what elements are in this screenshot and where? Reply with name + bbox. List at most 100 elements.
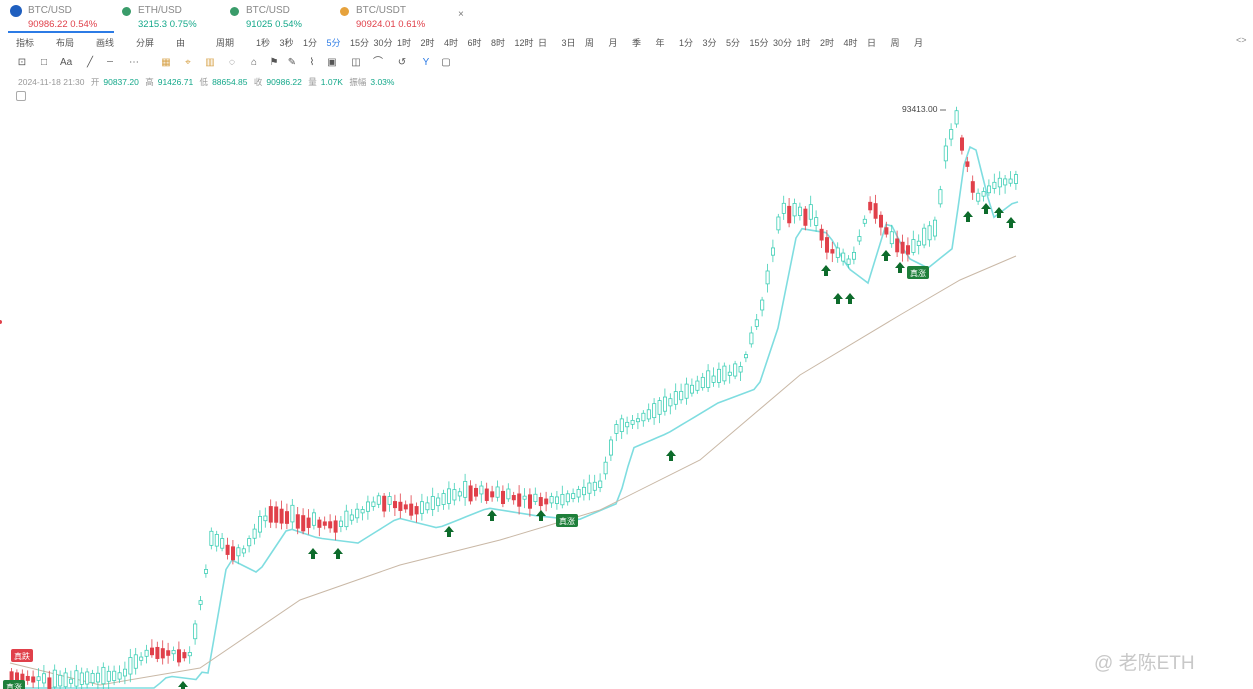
settings-icon[interactable]	[16, 91, 26, 101]
interval-button[interactable]: 8时	[491, 38, 506, 48]
candle	[949, 129, 954, 140]
interval-button[interactable]: 布局	[56, 38, 75, 48]
code-icon[interactable]: <>	[1236, 35, 1247, 45]
interval-button[interactable]: 1分	[303, 38, 318, 48]
ohlc-amp: 3.03%	[370, 77, 395, 87]
interval-button[interactable]: 12时	[514, 38, 534, 48]
tab-btcusd[interactable]: BTC/USD 90986.22 0.54%	[8, 3, 114, 33]
candle	[938, 189, 943, 205]
ohlc-low: 88654.85	[212, 77, 248, 87]
candle	[425, 502, 430, 511]
drawing-tool-icon[interactable]: ▥	[205, 57, 215, 68]
ohlc-vol-label: 量	[308, 77, 317, 87]
interval-button[interactable]: 指标	[16, 38, 35, 48]
interval-button[interactable]: 15分	[749, 38, 769, 48]
interval-button[interactable]: 6时	[467, 38, 482, 48]
interval-button[interactable]: 3日	[561, 38, 576, 48]
drawing-tool-icon[interactable]: ╱	[86, 57, 94, 68]
interval-button[interactable]: 1秒	[256, 38, 271, 48]
interval-button[interactable]: 1时	[397, 38, 412, 48]
drawing-tool-icon[interactable]: ✎	[287, 57, 297, 68]
candle	[933, 219, 938, 237]
drawing-tool-icon[interactable]: ◌	[229, 57, 235, 68]
candle	[1008, 178, 1013, 184]
candle	[247, 538, 252, 547]
drawing-tool-icon[interactable]: ⌇	[309, 57, 315, 68]
interval-button[interactable]: 4时	[843, 38, 858, 48]
interval-button[interactable]: 月	[914, 38, 924, 48]
candle	[549, 496, 554, 504]
drawing-tool-icon[interactable]: Y	[422, 57, 430, 68]
drawing-tool-icon[interactable]: ⌒	[373, 57, 383, 68]
candle	[997, 177, 1002, 188]
drawing-tool-icon[interactable]: ┄	[106, 57, 114, 68]
candle	[398, 501, 403, 511]
interval-button[interactable]: 15分	[350, 38, 370, 48]
candle	[128, 657, 133, 675]
buy-signal-badge: 真涨	[6, 682, 22, 689]
interval-button[interactable]: 5分	[326, 38, 341, 48]
interval-button[interactable]: 周	[890, 38, 900, 48]
interval-button[interactable]: 30分	[773, 38, 793, 48]
interval-button[interactable]: 月	[608, 38, 618, 48]
interval-button[interactable]: 3秒	[279, 38, 294, 48]
interval-button[interactable]: 2时	[820, 38, 835, 48]
tab-btcusdt[interactable]: BTC/USDT 90924.01 0.61%	[336, 3, 446, 31]
buy-arrow-icon	[821, 265, 831, 276]
candle	[652, 403, 657, 419]
candle	[695, 380, 700, 391]
candle	[198, 600, 203, 605]
candle	[987, 185, 992, 194]
drawing-tool-icon[interactable]: □	[40, 57, 48, 68]
drawing-tool-icon[interactable]: ⚑	[269, 57, 279, 68]
interval-button[interactable]: 周期	[216, 38, 235, 48]
candle	[236, 547, 241, 557]
interval-button[interactable]: 30分	[373, 38, 393, 48]
close-icon[interactable]: ×	[458, 9, 464, 20]
candle	[441, 493, 446, 505]
tab-ethusd[interactable]: ETH/USD 3215.3 0.75%	[118, 3, 218, 31]
interval-button[interactable]: 日	[538, 38, 548, 48]
candle	[133, 654, 138, 669]
candle	[906, 245, 911, 255]
drawing-tool-icon[interactable]: ↺	[397, 57, 407, 68]
interval-button[interactable]: 由	[176, 38, 186, 48]
interval-button[interactable]: 1时	[796, 38, 811, 48]
interval-button[interactable]: 日	[867, 38, 877, 48]
drawing-tool-icon[interactable]: ⋯	[129, 57, 139, 68]
candle	[74, 670, 79, 687]
interval-button[interactable]: 分屏	[136, 38, 155, 48]
drawing-tool-icon[interactable]: ⌖	[185, 57, 191, 68]
ohlc-amp-label: 振幅	[349, 77, 367, 87]
ohlc-close-label: 收	[253, 77, 263, 87]
ema-fast-line	[10, 145, 1019, 689]
interval-button[interactable]: 2时	[420, 38, 435, 48]
candle	[306, 517, 311, 528]
drawing-tool-icon[interactable]: ⊡	[17, 57, 27, 68]
candle	[187, 652, 192, 657]
interval-button[interactable]: 4时	[444, 38, 459, 48]
interval-button[interactable]: 5分	[726, 38, 741, 48]
candle	[376, 495, 381, 505]
candle	[862, 218, 867, 224]
candle	[42, 673, 47, 684]
buy-arrow-icon	[1006, 217, 1016, 228]
interval-button[interactable]: 1分	[679, 38, 694, 48]
interval-button[interactable]: 年	[655, 38, 665, 48]
candle	[873, 203, 878, 219]
interval-button[interactable]: 3分	[702, 38, 717, 48]
interval-button[interactable]: 季	[632, 38, 642, 48]
interval-button[interactable]: 周	[585, 38, 595, 48]
drawing-tool-icon[interactable]: ▣	[327, 57, 337, 68]
tab-btcusd-2[interactable]: BTC/USD 91025 0.54%	[226, 3, 326, 31]
candle	[970, 181, 975, 193]
candle	[528, 494, 533, 509]
drawing-tool-icon[interactable]: Aa	[60, 57, 73, 68]
drawing-tool-icon[interactable]: ⌂	[250, 57, 258, 68]
interval-button[interactable]: 画线	[96, 38, 115, 48]
drawing-tool-icon[interactable]: ◫	[351, 57, 361, 68]
drawing-tool-icon[interactable]: ▦	[161, 57, 171, 68]
drawing-tool-icon[interactable]: ▢	[441, 57, 451, 68]
drawing-toolbar: ⊡ □ Aa ╱ ┄ ⋯ ▦ ⌖ ▥ ◌ ⌂ ⚑ ✎ ⌇ ▣ ◫ ⌒ ↺ Y ▢	[0, 54, 500, 72]
